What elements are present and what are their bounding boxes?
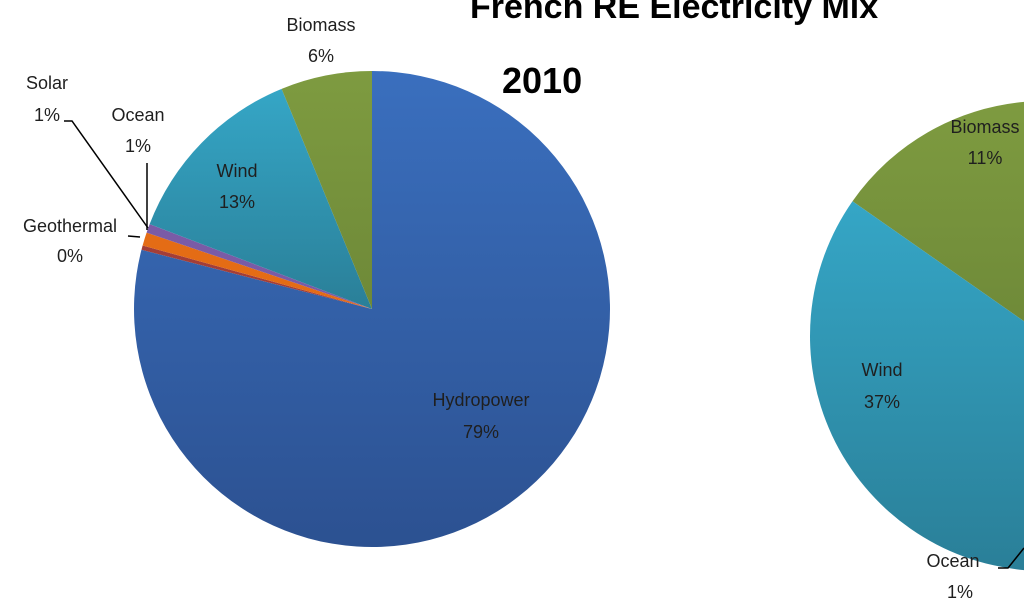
leader-line-geothermal [127, 235, 141, 238]
slice-label-hydropower: Hydropower [432, 390, 529, 410]
slice-value-ocean: 1% [125, 136, 151, 156]
slice-value-solar: 1% [34, 105, 60, 125]
pie1-slice-ocean [146, 224, 372, 309]
pie2-slice-value-biomass: 11% [968, 148, 1003, 168]
pie1-slice-solar [142, 232, 372, 309]
pie2-slice-label-wind: Wind [861, 360, 902, 380]
slice-value-biomass: 6% [308, 46, 334, 66]
slice-value-hydropower: 79% [463, 422, 499, 442]
chart-subtitle-year: 2010 [502, 60, 582, 101]
pie-2010 [134, 71, 611, 547]
slice-label-geothermal: Geothermal [23, 216, 117, 236]
pie2-slice-value-wind: 37% [864, 392, 900, 412]
slice-label-wind: Wind [216, 161, 257, 181]
pie2-slice-label-biomass: Biomass [950, 117, 1019, 137]
slice-label-solar: Solar [26, 73, 68, 93]
slice-value-wind: 13% [219, 192, 255, 212]
pie2-leader-line-ocean [998, 547, 1024, 569]
pie-second [810, 101, 1024, 571]
chart-title: French RE Electricity Mix [470, 0, 878, 26]
pie2-slice-biomass [852, 101, 1024, 322]
pie1-slice-hydropower [134, 71, 611, 547]
slice-label-ocean: Ocean [111, 105, 164, 125]
pie2-slice-label-ocean: Ocean [926, 551, 979, 571]
pie1-slice-wind [149, 88, 372, 309]
slice-label-biomass: Biomass [286, 15, 355, 35]
pie2-slice-wind [810, 201, 1024, 571]
slice-value-geothermal: 0% [57, 246, 83, 266]
pie2-slice-value-ocean: 1% [947, 582, 973, 602]
pie1-slice-geothermal [141, 245, 372, 309]
leader-line-solar [64, 120, 149, 229]
pie1-slice-biomass [281, 71, 372, 309]
